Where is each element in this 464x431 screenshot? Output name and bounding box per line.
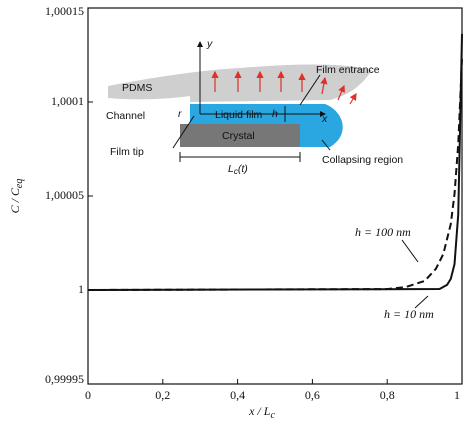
inset-label: Channel [106, 110, 145, 122]
y-axis-label: C / Ceq [8, 179, 26, 214]
inset-label: x [321, 113, 328, 125]
leader [299, 74, 321, 106]
series-label: h = 10 nm [384, 307, 434, 321]
leader [172, 115, 195, 149]
leader [321, 139, 331, 151]
inset-label: Film tip [110, 146, 144, 158]
inset-label: Lc(t) [228, 163, 248, 176]
inset-label: Collapsing region [322, 154, 403, 166]
plot-frame [87, 7, 463, 385]
x-tick-label: 1 [454, 388, 460, 402]
inset-label: Film entrance [316, 64, 380, 76]
inset-label: Crystal [222, 130, 255, 142]
inset-label: r [178, 108, 182, 120]
series-label: h = 100 nm [355, 225, 411, 239]
x-tick-label: 0 [85, 388, 91, 402]
y-tick-label: 1,00015 [45, 4, 84, 18]
x-tick-label: 0,6 [305, 388, 320, 402]
x-tick-label: 0,4 [230, 388, 245, 402]
x-axis-label: x / Lc [248, 404, 275, 422]
inset-label: Liquid film [215, 109, 263, 121]
y-tick-label: 1 [78, 282, 84, 296]
inset-label: h [272, 108, 278, 120]
y-tick-label: 0,99995 [45, 372, 84, 386]
label-leader [401, 239, 419, 263]
series-line [87, 33, 463, 291]
liquid-film [190, 104, 343, 147]
x-tick-label: 0,8 [380, 388, 395, 402]
pressure-arrows [211, 70, 357, 105]
pdms-shape [108, 64, 372, 102]
y-tick-label: 1,00005 [45, 188, 84, 202]
inset-diagram: PDMS Channel Film entrance Liquid film h… [106, 38, 403, 176]
x-tick-label: 0,2 [155, 388, 170, 402]
inset-label: PDMS [122, 82, 152, 94]
series-line [87, 58, 463, 291]
crystal [180, 124, 300, 147]
y-tick-label: 1,0001 [51, 94, 84, 108]
inset-label: y [206, 38, 213, 50]
label-leader [414, 295, 429, 309]
